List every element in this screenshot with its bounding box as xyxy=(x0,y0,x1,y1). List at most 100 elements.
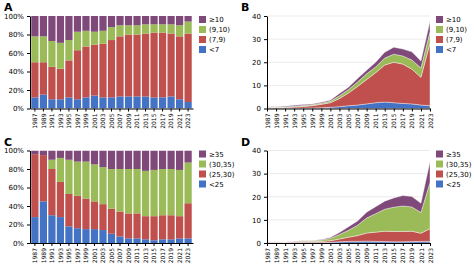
tick-mark xyxy=(171,109,172,112)
tick: 2021 xyxy=(418,243,425,263)
legend-swatch xyxy=(199,181,206,188)
legend-label: <7 xyxy=(446,46,456,54)
tick: 1999 xyxy=(82,109,89,129)
tick: 1993 xyxy=(57,109,64,129)
bar xyxy=(40,36,47,62)
tick-label: 2015 xyxy=(150,248,157,263)
area xyxy=(267,162,430,242)
tick-mark xyxy=(430,109,431,112)
tick: 1993 xyxy=(291,243,298,263)
legend-swatch xyxy=(436,161,443,168)
bar xyxy=(133,16,140,25)
tick: 1993 xyxy=(57,243,64,263)
legend-swatch xyxy=(199,171,206,178)
area xyxy=(267,32,430,108)
legend-swatch xyxy=(436,36,443,43)
y-axis: 0%20%40%60%80%100% xyxy=(4,147,31,247)
x-axis: 1987198919911993199519971999200120032005… xyxy=(31,243,194,263)
tick-label: 2003 xyxy=(99,248,106,263)
tick-label: 10 xyxy=(252,217,261,225)
tick-mark xyxy=(394,109,395,112)
tick-label: 20% xyxy=(8,221,24,229)
panel: 1987198919911993199519971999200120032005… xyxy=(4,1,230,129)
bar xyxy=(57,43,64,69)
plot-area xyxy=(31,151,191,244)
bar xyxy=(116,151,123,170)
tick: 2015 xyxy=(150,109,157,129)
bar xyxy=(167,215,174,239)
tick-mark xyxy=(154,243,155,246)
area xyxy=(267,21,430,107)
bar xyxy=(48,160,55,169)
tick-mark xyxy=(376,243,377,246)
tick-label: 80% xyxy=(8,166,24,174)
tick: 60% xyxy=(8,50,30,58)
tick-label: 1995 xyxy=(300,113,307,128)
tick-mark xyxy=(137,109,138,112)
tick-label: 2015 xyxy=(390,248,397,263)
tick-mark xyxy=(264,16,267,17)
bar xyxy=(142,151,149,171)
tick: 80% xyxy=(8,31,30,39)
tick: 2015 xyxy=(390,109,397,129)
tick: 2005 xyxy=(345,109,352,129)
tick: 10 xyxy=(252,217,267,225)
axis-line xyxy=(30,151,31,244)
bar xyxy=(82,47,89,98)
tick: 1999 xyxy=(82,243,89,263)
bar xyxy=(116,36,123,96)
tick: 1991 xyxy=(48,109,55,129)
bar xyxy=(91,229,98,243)
bar xyxy=(99,16,106,31)
legend-label: (7,9) xyxy=(209,36,226,44)
bar xyxy=(176,36,183,99)
tick-label: 2005 xyxy=(345,248,352,263)
tick-mark xyxy=(77,243,78,246)
tick-label: 2001 xyxy=(91,113,98,128)
bar xyxy=(48,151,55,160)
bar xyxy=(99,151,106,168)
tick: 2017 xyxy=(159,243,166,263)
tick: 2023 xyxy=(427,109,434,129)
tick: 2023 xyxy=(427,243,434,263)
tick-mark xyxy=(403,243,404,246)
tick-mark xyxy=(27,188,30,189)
tick-label: 2003 xyxy=(336,248,343,263)
bar xyxy=(99,230,106,243)
grid-line xyxy=(267,39,430,40)
bar xyxy=(150,170,157,216)
tick-mark xyxy=(403,109,404,112)
legend-swatch xyxy=(436,16,443,23)
tick: 2015 xyxy=(150,243,157,263)
tick-mark xyxy=(339,109,340,112)
tick-label: 2009 xyxy=(125,113,132,128)
tick: 1993 xyxy=(291,109,298,129)
bar xyxy=(82,199,89,230)
bar xyxy=(142,24,149,33)
bar xyxy=(133,25,140,34)
tick-label: 0% xyxy=(13,105,24,113)
tick-label: 1989 xyxy=(273,248,280,263)
tick-label: 1997 xyxy=(309,248,316,263)
tick-mark xyxy=(412,243,413,246)
tick: 2001 xyxy=(327,243,334,263)
x-axis: 1987198919911993199519971999200120032005… xyxy=(264,109,434,129)
tick-mark xyxy=(264,220,267,221)
bar xyxy=(82,16,89,31)
tick-mark xyxy=(264,85,267,86)
bar xyxy=(40,155,47,201)
tick-mark xyxy=(264,243,267,244)
tick-label: 2019 xyxy=(408,113,415,128)
legend-label: (7,9) xyxy=(446,36,463,44)
tick-mark xyxy=(27,53,30,54)
tick: 1987 xyxy=(31,109,38,129)
tick: 1989 xyxy=(40,109,47,129)
legend: ≥35(30,35)(25,30)<25 xyxy=(199,151,235,189)
tick-mark xyxy=(27,243,30,244)
bar xyxy=(65,160,72,194)
tick-label: 2009 xyxy=(125,248,132,263)
bar xyxy=(150,151,157,170)
legend-label: (25,30) xyxy=(209,171,235,179)
bar xyxy=(31,62,38,97)
bar xyxy=(57,16,64,43)
